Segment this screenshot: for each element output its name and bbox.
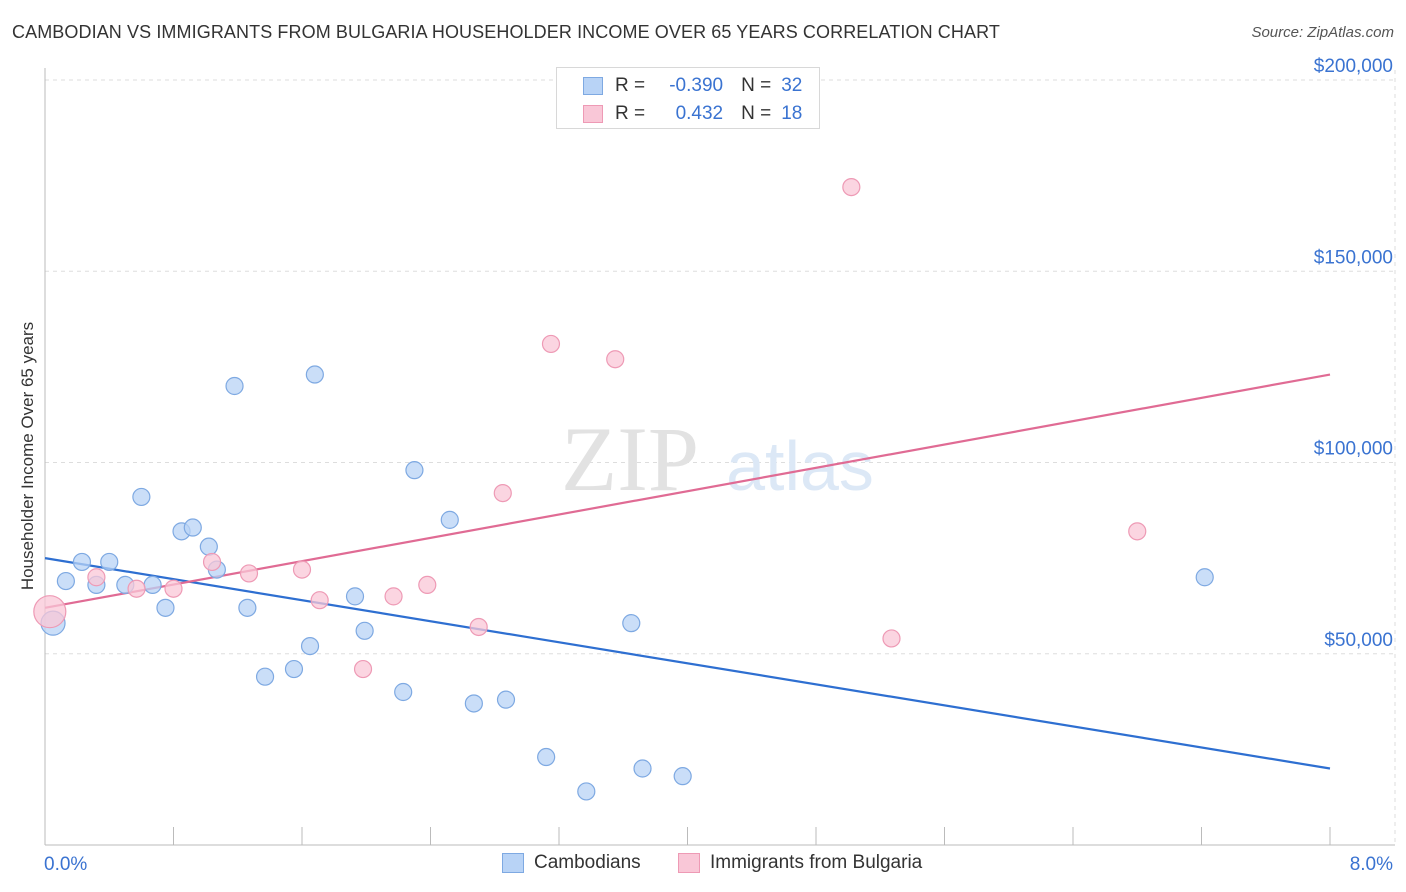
legend-row-cambodians: R = -0.390 N = 32 [583, 73, 802, 99]
legend-r-value: -0.390 [669, 75, 724, 96]
watermark-atlas: atlas [726, 427, 874, 505]
cambodian-point [673, 767, 692, 786]
bulgaria-point [882, 629, 901, 648]
bulgaria-point [418, 575, 437, 595]
cambodian-point [1195, 568, 1214, 587]
bulgaria-point [33, 595, 67, 629]
cambodian-point [577, 782, 596, 801]
bulgaria-point [292, 560, 312, 579]
cambodian-point [405, 461, 424, 480]
watermark-zip: ZIP [561, 408, 699, 510]
data-points [33, 178, 1214, 801]
legend-swatch-pink [678, 853, 700, 873]
bulgaria-point [164, 579, 183, 598]
cambodian-point [622, 614, 641, 633]
cambodian-point [496, 690, 516, 709]
bulgaria-point [1128, 522, 1147, 541]
cambodian-point [100, 552, 119, 572]
legend-row-bulgaria: R = 0.432 N = 18 [583, 101, 802, 127]
bulgaria-point [202, 552, 222, 572]
legend-item-bulgaria[interactable]: Immigrants from Bulgaria [678, 852, 922, 874]
cambodian-point [284, 659, 304, 679]
correlation-legend: R = -0.390 N = 32 R = 0.432 N = 18 [556, 67, 820, 129]
watermark: ZIP atlas [561, 408, 874, 510]
bulgaria-point [127, 579, 146, 598]
series-legend: Cambodians Immigrants from Bulgaria [0, 852, 1406, 876]
y-tick-label: $50,000 [1324, 630, 1393, 651]
cambodian-point [225, 376, 244, 396]
x-tick-label-start: 0.0% [44, 854, 87, 875]
trend-lines [44, 373, 1331, 770]
bulgaria-point [353, 659, 373, 679]
y-tick-label: $150,000 [1314, 247, 1393, 268]
cambodian-point [238, 598, 257, 617]
legend-swatch-blue [583, 77, 603, 95]
cambodian-point [305, 365, 324, 384]
cambodian-point [143, 575, 162, 595]
bulgaria-point [87, 568, 106, 587]
legend-n-label: N = [741, 103, 772, 124]
cambodian-point [183, 518, 202, 537]
legend-label-cambodians: Cambodians [534, 852, 641, 873]
y-axis-label: Householder Income Over 65 years [18, 321, 37, 591]
legend-r-value: 0.432 [675, 103, 724, 124]
cambodian-point [355, 621, 374, 640]
legend-swatch-blue [502, 853, 524, 873]
grid-lines [45, 70, 1396, 845]
source-label: Source: ZipAtlas.com [1251, 24, 1394, 41]
bulgaria-point [606, 350, 625, 369]
cambodian-point [345, 587, 365, 606]
tick-labels: $50,000 $100,000 $150,000 $200,000 0.0% 8.0% [44, 56, 1393, 875]
y-tick-label: $200,000 [1314, 56, 1393, 77]
cambodian-point [464, 694, 483, 713]
legend-r-label: R = [615, 103, 646, 124]
cambodian-point [199, 537, 218, 556]
legend-n-value: 18 [781, 103, 803, 124]
legend-r-label: R = [615, 75, 646, 96]
axes [44, 68, 1395, 846]
cambodian-point [537, 747, 556, 767]
cambodian-point [156, 598, 175, 617]
bulgaria-point [541, 334, 561, 354]
cambodian-point [255, 667, 275, 686]
x-tick-label-end: 8.0% [1350, 854, 1393, 875]
legend-n-label: N = [741, 75, 772, 96]
bulgaria-point [310, 591, 329, 610]
legend-swatch-pink [583, 105, 603, 123]
bulgaria-point [239, 564, 259, 583]
legend-item-cambodians[interactable]: Cambodians [502, 852, 641, 874]
bulgaria-trend-line [44, 373, 1331, 609]
bulgaria-point [384, 587, 403, 606]
bulgaria-point [469, 617, 488, 637]
cambodian-point [394, 682, 413, 702]
cambodian-point [56, 571, 75, 591]
cambodian-trend-line [44, 557, 1331, 770]
cambodian-point [440, 510, 459, 529]
legend-n-value: 32 [781, 75, 803, 96]
legend-label-bulgaria: Immigrants from Bulgaria [710, 852, 923, 873]
cambodian-point [132, 487, 151, 507]
chart-title: CAMBODIAN VS IMMIGRANTS FROM BULGARIA HO… [12, 22, 1000, 42]
cambodian-point [300, 636, 320, 656]
cambodian-point [633, 759, 652, 778]
y-tick-label: $100,000 [1314, 439, 1393, 460]
cambodian-point [72, 552, 92, 572]
bulgaria-point [842, 178, 861, 197]
bulgaria-point [493, 484, 512, 503]
